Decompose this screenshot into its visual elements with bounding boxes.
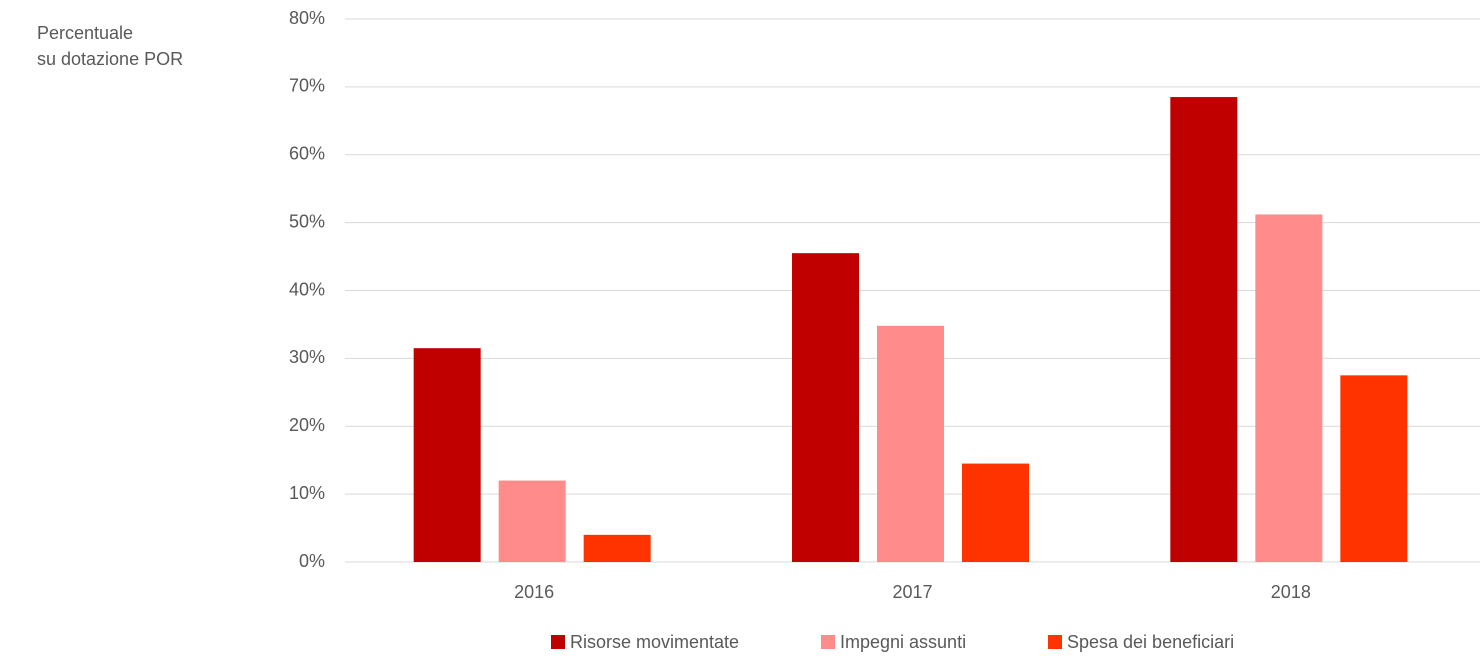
x-tick-label: 2018 bbox=[1271, 582, 1311, 602]
y-axis-label: Percentuale bbox=[37, 23, 133, 43]
legend-label: Spesa dei beneficiari bbox=[1067, 632, 1234, 652]
legend-label: Risorse movimentate bbox=[570, 632, 739, 652]
bar bbox=[792, 253, 859, 562]
legend-label: Impegni assunti bbox=[840, 632, 966, 652]
legend-swatch bbox=[1048, 635, 1062, 649]
x-tick-label: 2017 bbox=[892, 582, 932, 602]
y-tick-label: 40% bbox=[289, 279, 325, 299]
y-tick-label: 10% bbox=[289, 483, 325, 503]
bar bbox=[962, 463, 1029, 562]
legend-swatch bbox=[551, 635, 565, 649]
legend-swatch bbox=[821, 635, 835, 649]
x-tick-label: 2016 bbox=[514, 582, 554, 602]
y-axis-label: su dotazione POR bbox=[37, 49, 183, 69]
bar bbox=[877, 325, 944, 562]
bar bbox=[1170, 97, 1238, 563]
bar bbox=[1255, 214, 1323, 563]
bar bbox=[1340, 375, 1408, 562]
y-tick-label: 70% bbox=[289, 76, 325, 96]
bar bbox=[583, 534, 651, 562]
bar bbox=[413, 348, 481, 562]
y-tick-label: 50% bbox=[289, 211, 325, 231]
y-tick-label: 30% bbox=[289, 347, 325, 367]
bar bbox=[498, 480, 566, 562]
y-tick-label: 20% bbox=[289, 415, 325, 435]
y-tick-label: 60% bbox=[289, 144, 325, 164]
y-tick-label: 0% bbox=[299, 551, 325, 571]
y-tick-label: 80% bbox=[289, 8, 325, 28]
